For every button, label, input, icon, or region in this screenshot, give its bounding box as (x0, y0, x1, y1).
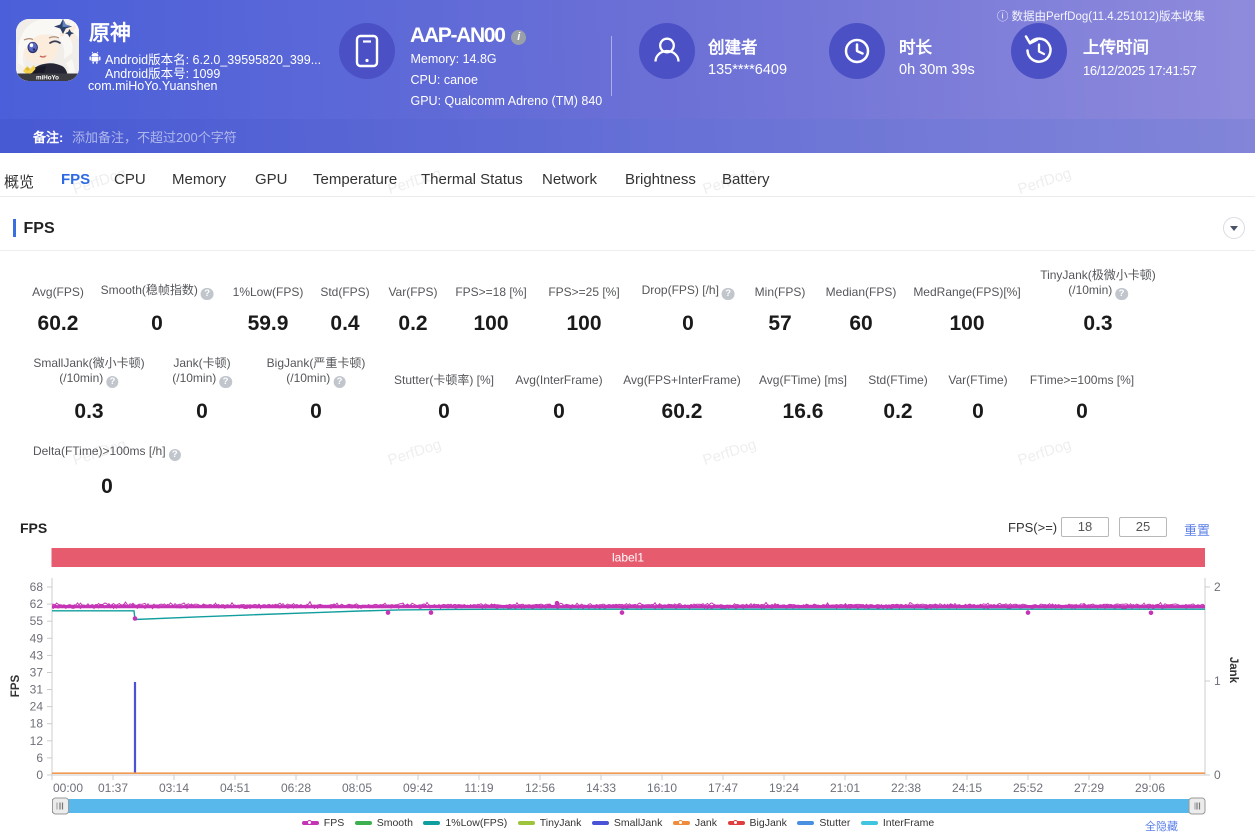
svg-text:27:29: 27:29 (1074, 781, 1104, 795)
svg-text:49: 49 (30, 631, 44, 645)
svg-text:06:28: 06:28 (281, 781, 311, 795)
svg-text:1: 1 (1214, 674, 1221, 688)
svg-text:Jank: Jank (1227, 657, 1239, 684)
svg-text:16:10: 16:10 (647, 781, 677, 795)
svg-text:08:05: 08:05 (342, 781, 372, 795)
svg-text:68: 68 (30, 580, 44, 594)
svg-text:2: 2 (1214, 580, 1221, 594)
svg-text:55: 55 (30, 614, 44, 628)
svg-text:12:56: 12:56 (525, 781, 555, 795)
svg-text:miHoYo: miHoYo (36, 75, 59, 81)
svg-text:31: 31 (30, 683, 44, 697)
svg-text:0: 0 (1214, 768, 1221, 782)
svg-text:18: 18 (30, 717, 44, 731)
svg-text:04:51: 04:51 (220, 781, 250, 795)
svg-text:29:06: 29:06 (1135, 781, 1165, 795)
svg-text:6: 6 (36, 751, 43, 765)
svg-text:19:24: 19:24 (769, 781, 799, 795)
svg-text:21:01: 21:01 (830, 781, 860, 795)
svg-text:24:15: 24:15 (952, 781, 982, 795)
svg-text:17:47: 17:47 (708, 781, 738, 795)
svg-text:37: 37 (30, 666, 44, 680)
svg-text:24: 24 (30, 700, 44, 714)
svg-text:62: 62 (30, 597, 44, 611)
svg-text:11:19: 11:19 (464, 781, 493, 795)
svg-text:25:52: 25:52 (1013, 781, 1043, 795)
svg-text:FPS: FPS (10, 674, 22, 697)
svg-text:0: 0 (36, 768, 43, 782)
svg-text:01:37: 01:37 (98, 781, 128, 795)
svg-text:label1: label1 (612, 551, 644, 565)
svg-text:12: 12 (30, 734, 44, 748)
svg-text:03:14: 03:14 (159, 781, 189, 795)
svg-text:22:38: 22:38 (891, 781, 921, 795)
svg-text:14:33: 14:33 (586, 781, 616, 795)
svg-text:00:00: 00:00 (53, 781, 83, 795)
svg-text:43: 43 (30, 648, 44, 662)
svg-text:09:42: 09:42 (403, 781, 433, 795)
